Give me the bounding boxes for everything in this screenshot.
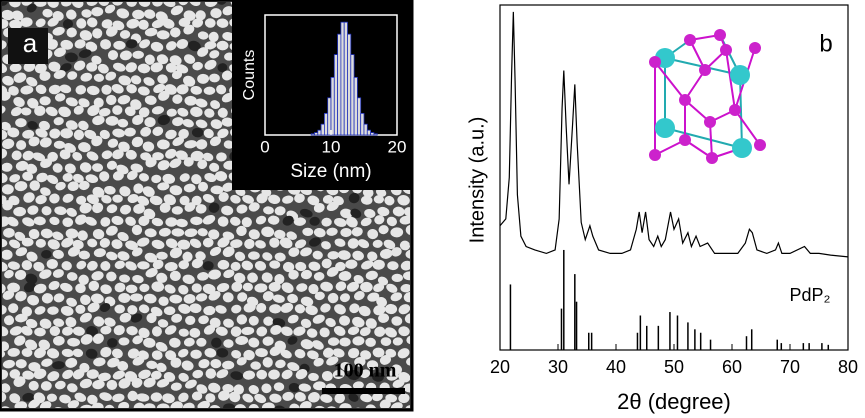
- histogram-bar: [363, 123, 368, 136]
- inset-background: [232, 0, 412, 190]
- x-tick-label: 50: [664, 357, 684, 377]
- histogram-bar: [317, 129, 322, 136]
- histogram-bar: [337, 33, 342, 136]
- histogram-bar: [333, 54, 338, 136]
- scale-bar: [322, 388, 405, 394]
- histogram-bar: [347, 33, 352, 136]
- x-tick-label: 20: [490, 357, 510, 377]
- x-axis-label: 2θ (degree): [617, 389, 731, 414]
- panel-label: b: [819, 30, 832, 57]
- x-tick-label: 60: [722, 357, 742, 377]
- x-tick-label: 40: [606, 357, 626, 377]
- histogram-bar: [314, 132, 319, 136]
- histogram-bar: [356, 97, 362, 136]
- x-tick-label: 10: [322, 137, 341, 156]
- y-axis-label: Intensity (a.u.): [466, 117, 488, 244]
- histogram-bar: [343, 21, 348, 136]
- legend-label: PdP₂: [789, 285, 830, 305]
- histogram-bar: [366, 129, 371, 136]
- histogram-bar: [323, 113, 329, 136]
- xrd-pattern: [499, 11, 849, 258]
- histogram-bar: [327, 97, 332, 136]
- x-tick-label: 0: [260, 137, 269, 156]
- x-tick-label: 70: [780, 357, 800, 377]
- histogram-bar: [360, 113, 365, 136]
- x-tick-label: 80: [838, 357, 858, 377]
- histogram-bar: [330, 77, 335, 136]
- histogram-bar: [370, 132, 375, 136]
- histogram-bar: [350, 54, 355, 136]
- panel-label: a: [23, 28, 38, 58]
- histogram-bar: [353, 77, 358, 136]
- histogram-bar: [310, 133, 315, 136]
- crystal-structure: [649, 29, 766, 164]
- y-axis-label: Counts: [241, 50, 258, 101]
- histogram-bar: [373, 133, 378, 136]
- x-tick-label: 30: [548, 357, 568, 377]
- x-axis-label: Size (nm): [290, 161, 371, 182]
- histogram-bar: [320, 123, 325, 136]
- panel-label-box: [8, 28, 48, 64]
- x-tick-label: 20: [388, 137, 407, 156]
- scale-bar-label: 100 nm: [334, 360, 397, 382]
- histogram-bar: [340, 21, 345, 136]
